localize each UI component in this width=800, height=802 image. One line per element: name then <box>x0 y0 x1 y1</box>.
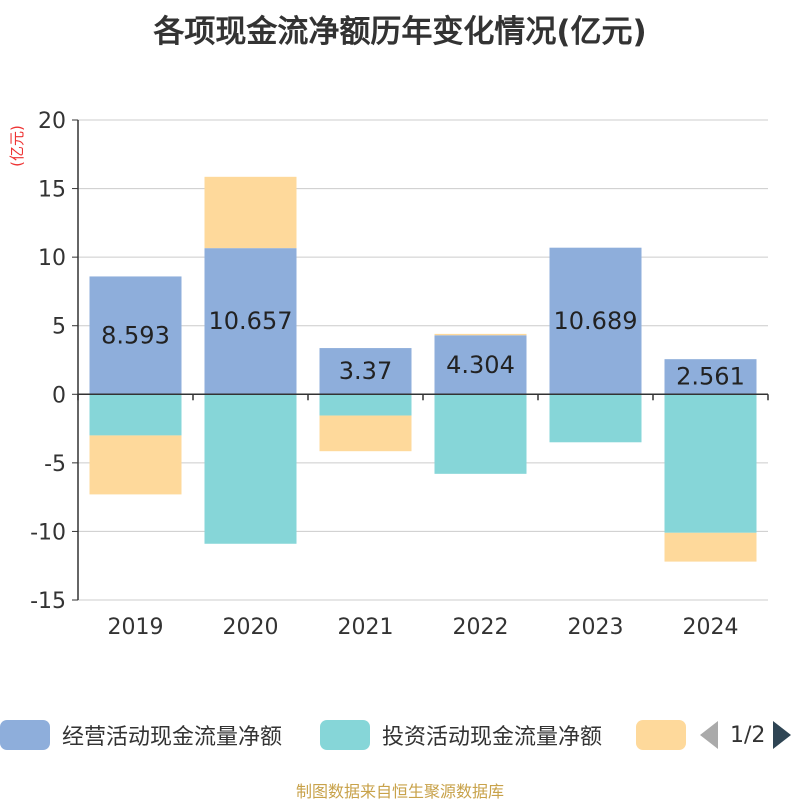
x-tick-label: 2024 <box>683 615 739 640</box>
chart-title: 各项现金流净额历年变化情况(亿元) <box>153 14 647 50</box>
legend-pager: 1/2 <box>700 718 800 752</box>
legend-prev-page-icon[interactable] <box>700 721 718 749</box>
legend-next-page-icon[interactable] <box>773 721 792 749</box>
bar-series2-2024[interactable] <box>664 532 757 562</box>
x-tick-label: 2021 <box>338 615 394 640</box>
bar-series2-2020[interactable] <box>204 176 297 249</box>
data-label: 10.689 <box>554 307 638 335</box>
bar-series1-2019[interactable] <box>89 394 182 436</box>
bar-series1-2022[interactable] <box>434 394 527 474</box>
legend-swatch-financing <box>636 720 686 750</box>
bar-series2-2021[interactable] <box>319 415 412 452</box>
bar-series2-2022[interactable] <box>434 333 527 336</box>
legend-swatch-investing <box>320 720 370 750</box>
bar-series1-2024[interactable] <box>664 394 757 533</box>
data-label: 10.657 <box>209 307 293 335</box>
data-label: 4.304 <box>446 351 515 379</box>
x-tick-label: 2022 <box>453 615 509 640</box>
data-label: 3.37 <box>339 357 392 385</box>
y-tick-label: -10 <box>30 520 66 545</box>
x-tick-label: 2020 <box>223 615 279 640</box>
legend-label-investing: 投资活动现金流量净额 <box>382 725 603 750</box>
data-label: 8.593 <box>101 321 170 349</box>
legend-item-operating[interactable]: 经营活动现金流量净额 <box>0 718 282 752</box>
legend-swatch-operating <box>0 720 50 750</box>
y-tick-label: 20 <box>38 109 66 134</box>
y-tick-label: 10 <box>38 246 66 271</box>
bar-series0-2019[interactable] <box>89 276 182 395</box>
y-tick-label: 15 <box>38 178 66 203</box>
bar-series1-2023[interactable] <box>549 394 642 443</box>
bar-series0-2024[interactable] <box>664 359 757 395</box>
y-axis-label: (亿元) <box>8 125 26 167</box>
bar-series0-2022[interactable] <box>434 335 527 395</box>
data-label: 2.561 <box>676 363 745 391</box>
y-tick-label: -15 <box>30 589 66 614</box>
bar-series1-2021[interactable] <box>319 394 412 416</box>
bar-series0-2020[interactable] <box>204 248 297 395</box>
legend-item-financing[interactable] <box>636 718 698 752</box>
y-tick-label: 0 <box>52 383 66 408</box>
y-tick-label: -5 <box>44 452 66 477</box>
bar-series0-2021[interactable] <box>319 348 412 395</box>
legend-page-indicator: 1/2 <box>730 722 766 748</box>
bar-series1-2020[interactable] <box>204 394 297 544</box>
legend-label-operating: 经营活动现金流量净额 <box>62 725 283 750</box>
legend-item-investing[interactable]: 投资活动现金流量净额 <box>320 718 602 752</box>
bar-series2-2019[interactable] <box>89 435 182 495</box>
bar-series0-2023[interactable] <box>549 247 642 395</box>
x-tick-label: 2019 <box>108 615 164 640</box>
x-tick-label: 2023 <box>568 615 624 640</box>
y-tick-label: 5 <box>52 315 66 340</box>
source-note: 制图数据来自恒生聚源数据库 <box>295 782 504 801</box>
